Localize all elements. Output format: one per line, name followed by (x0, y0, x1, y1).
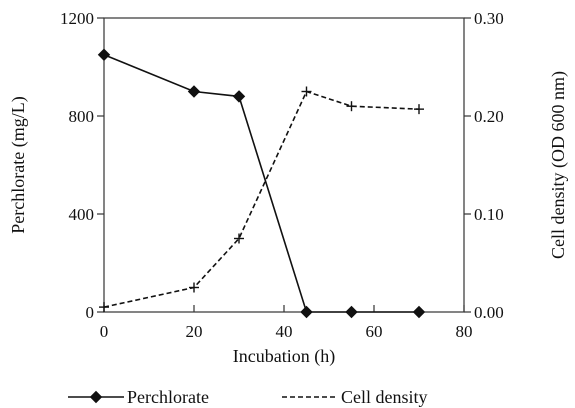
legend-label-cell-density: Cell density (341, 387, 428, 407)
y-axis-right: 0.00 0.10 0.20 0.30 (464, 9, 504, 322)
cell-density-point (234, 233, 244, 244)
cell-density-legend-marker (91, 392, 101, 402)
x-tick-label: 40 (276, 322, 293, 341)
cell-density-point (189, 282, 199, 293)
perchlorate-point (412, 305, 426, 319)
x-tick-label: 20 (186, 322, 203, 341)
perchlorate-point (345, 305, 358, 319)
legend-item-perchlorate: Perchlorate (68, 387, 209, 407)
cell-density-point (414, 104, 424, 115)
x-tick-label: 60 (366, 322, 383, 341)
cell-density-point (99, 302, 109, 313)
legend-item-cell-density: Cell density (91, 387, 428, 407)
x-axis: 0 20 40 60 80 (100, 305, 473, 341)
legend: Perchlorate Cell density (68, 387, 428, 407)
perchlorate-point (97, 48, 111, 61)
y-axis-right-label: Cell density (OD 600 nm) (548, 71, 569, 259)
x-tick-label: 0 (100, 322, 109, 341)
y-right-tick-label: 0.00 (474, 303, 504, 322)
y-right-tick-label: 0.20 (474, 107, 504, 126)
cell-density-point (301, 86, 312, 97)
plot-frame (103, 17, 465, 313)
y-axis-left-label: Perchlorate (mg/L) (8, 96, 29, 233)
y-left-tick-label: 1200 (60, 9, 94, 28)
perchlorate-line (103, 54, 419, 313)
cell-density-line (103, 90, 420, 308)
y-left-tick-label: 800 (69, 107, 95, 126)
y-left-tick-label: 400 (69, 205, 95, 224)
y-right-tick-label: 0.30 (474, 9, 504, 28)
x-axis-label: Incubation (h) (233, 346, 335, 367)
y-right-tick-label: 0.10 (474, 205, 504, 224)
y-left-tick-label: 0 (86, 303, 95, 322)
legend-marker-cell-density (91, 392, 101, 402)
legend-label-perchlorate: Perchlorate (127, 387, 209, 407)
y-axis-left: 0 400 800 1200 (60, 9, 104, 322)
perchlorate-point (232, 90, 246, 103)
series-layer (97, 48, 426, 319)
x-tick-label: 80 (456, 322, 473, 341)
cell-density-point (346, 101, 357, 112)
perchlorate-point (187, 85, 201, 98)
perchlorate-point (300, 305, 313, 319)
